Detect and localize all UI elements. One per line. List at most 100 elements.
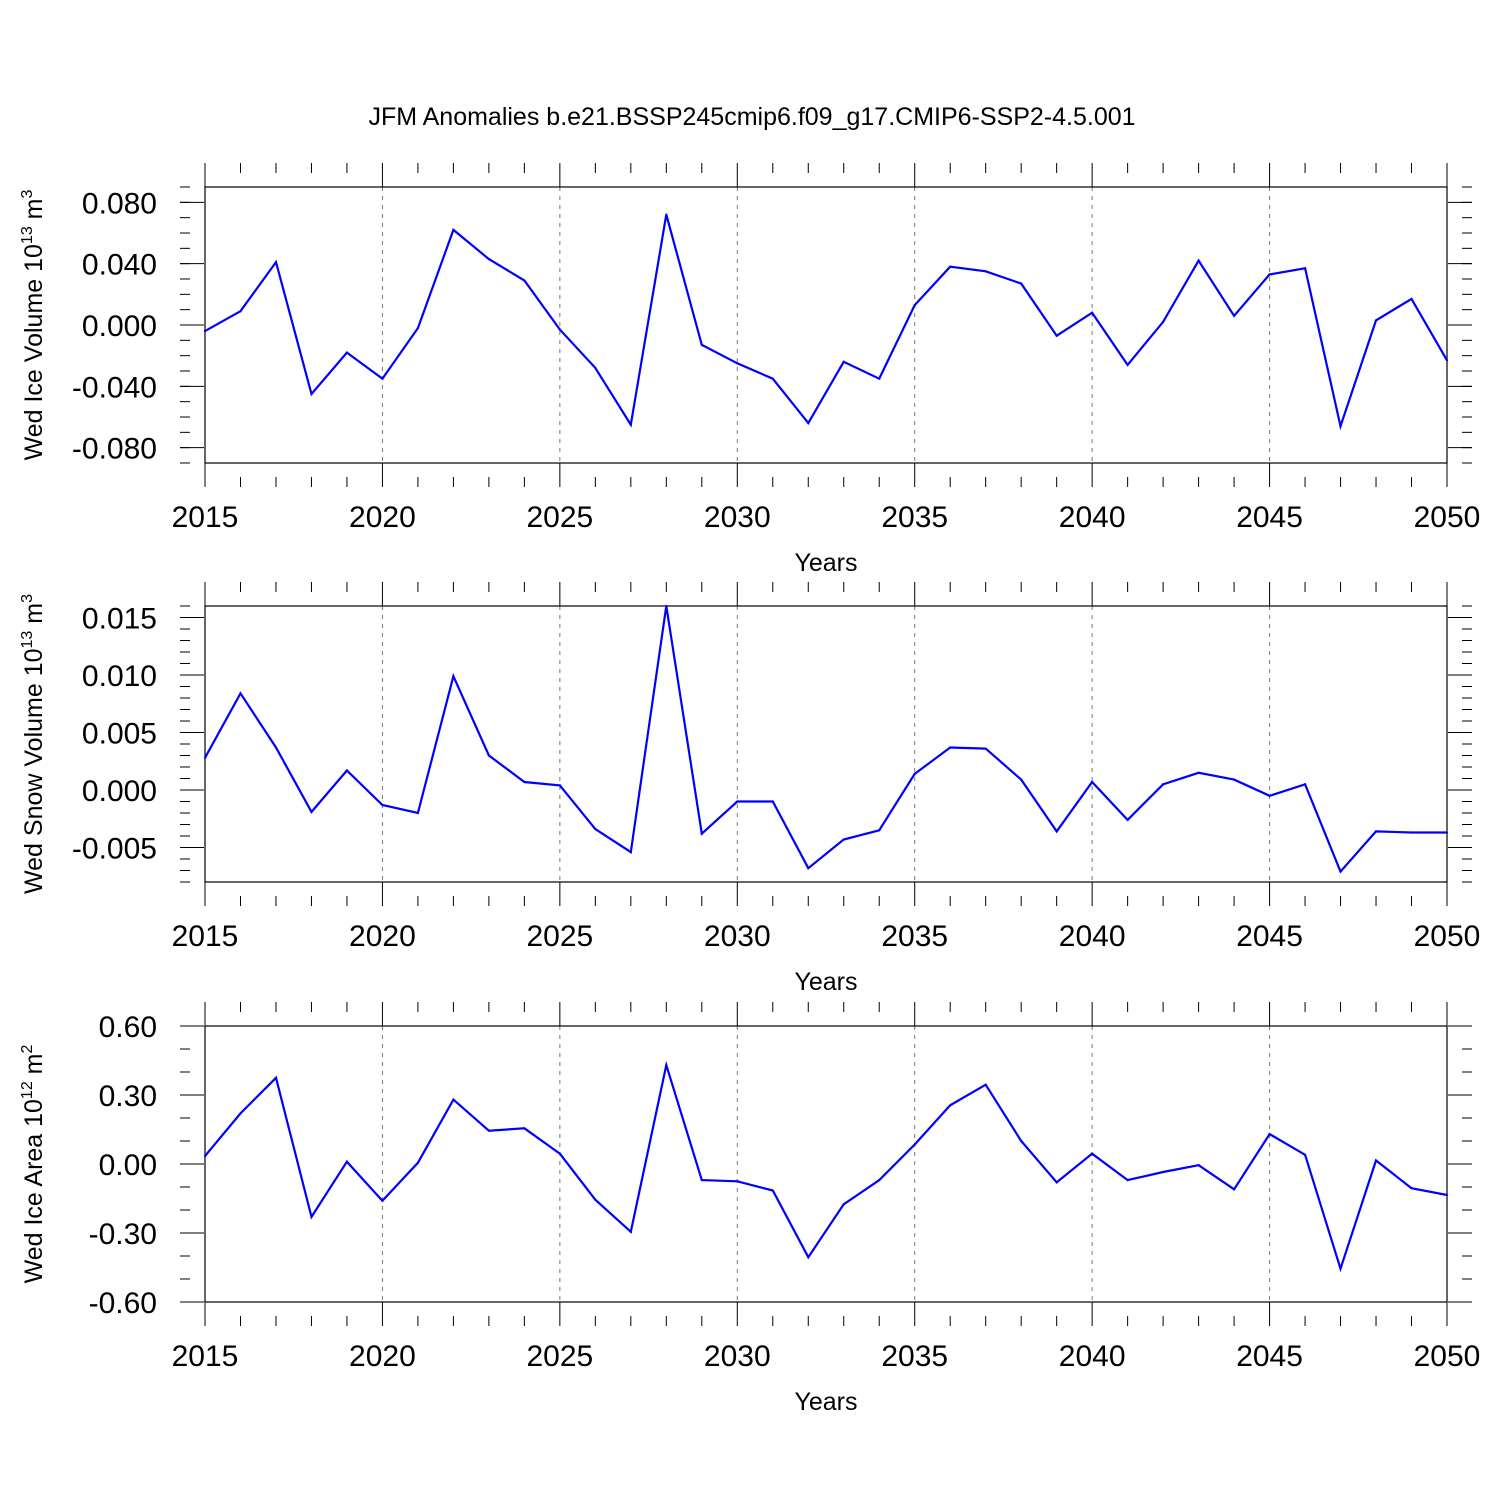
panel3-point-2018 [310, 1215, 313, 1218]
panel3-point-2024 [523, 1127, 526, 1130]
panel2-point-2028 [665, 604, 668, 608]
panel2-ytick-label: -0.005 [72, 833, 157, 866]
panel3-point-2050 [1445, 1193, 1449, 1197]
panel2-point-2043 [1197, 771, 1200, 774]
panel2-xtick-label: 2045 [1236, 920, 1303, 953]
panel3-point-2046 [1303, 1153, 1307, 1156]
panel1-point-2049 [1410, 297, 1413, 301]
panel1-series-line [204, 214, 1448, 431]
panel3-ytick-label: 0.60 [99, 1011, 157, 1044]
panel3-point-2020 [381, 1199, 384, 1202]
panel1-ylabel-exp1: 13 [19, 226, 36, 244]
panel3-xtick-label: 2025 [526, 1340, 593, 1373]
panel2-ylabel-exp1: 13 [19, 631, 36, 649]
panel1-point-2025 [558, 328, 561, 331]
panel2-point-2035 [913, 772, 916, 776]
panel1-point-2022 [452, 228, 455, 232]
panel2-series-line [204, 605, 1447, 874]
panel3-ylabel-exp2: 2 [19, 1044, 36, 1053]
panel3-point-2023 [487, 1129, 490, 1132]
panel2-ytick-label: 0.015 [82, 603, 157, 636]
panel2-point-2026 [594, 828, 597, 831]
panel1-ylabel-exp2: 3 [19, 189, 36, 198]
panel1-xtick-label: 2020 [349, 501, 416, 534]
panel3-point-2026 [594, 1198, 597, 1201]
panel3-point-2041 [1126, 1179, 1129, 1182]
panel3-point-2027 [629, 1230, 632, 1233]
panel1-ytick-label: -0.040 [72, 371, 157, 404]
panel1-xtick-label: 2030 [704, 501, 771, 534]
panel2-point-2044 [1232, 778, 1236, 781]
panel3-point-2040 [1091, 1152, 1094, 1155]
panel3-point-2034 [878, 1179, 881, 1182]
panel3-point-2048 [1374, 1159, 1378, 1162]
panel1-point-2023 [487, 257, 490, 261]
panel1-point-2032 [807, 422, 810, 425]
panel1-x-axis-title: Years [794, 549, 857, 577]
panel2-point-2016 [239, 692, 242, 695]
panel2-xtick-label: 2025 [526, 920, 593, 953]
panel3-point-2033 [842, 1203, 845, 1206]
panel2-point-2033 [842, 838, 845, 841]
panel1-point-2028 [665, 213, 668, 216]
panel1-point-2039 [1055, 334, 1058, 337]
panel1-point-2027 [629, 423, 632, 426]
panel3-point-2016 [239, 1112, 242, 1115]
panel3-ytick-label: -0.60 [89, 1287, 157, 1320]
panel3-xtick-label: 2015 [172, 1340, 239, 1373]
panel1-point-2044 [1232, 314, 1236, 317]
panel2-point-2047 [1339, 870, 1342, 873]
panel2-point-2027 [629, 851, 632, 854]
panel3-point-2019 [345, 1160, 349, 1163]
panel3-ylabel-exp1: 12 [19, 1081, 36, 1099]
panel2-ytick-label: 0.010 [82, 660, 157, 693]
panel3-point-2044 [1232, 1188, 1236, 1191]
panel1-ytick-label: -0.080 [72, 433, 157, 466]
panel1-ytick-label: 0.080 [82, 187, 157, 220]
panel3-ytick-label: 0.00 [99, 1149, 157, 1182]
panel3-point-2028 [665, 1064, 668, 1067]
panel1-point-2020 [381, 377, 384, 380]
panel3-ytick-label: 0.30 [99, 1080, 157, 1113]
panel1-point-2050 [1445, 359, 1449, 362]
panel3-point-2035 [913, 1143, 916, 1146]
panel2-ylabel-unit: m [20, 603, 48, 631]
panel1-xtick-label: 2040 [1059, 501, 1126, 534]
panel1-point-2026 [594, 366, 597, 370]
panel2-point-2034 [878, 829, 881, 832]
panel2-point-2048 [1374, 830, 1378, 833]
panel1-point-2042 [1162, 320, 1165, 324]
panel2-point-2030 [736, 800, 739, 803]
panel3-xtick-label: 2050 [1414, 1340, 1481, 1373]
panel2-xtick-label: 2015 [172, 920, 239, 953]
panel1-frame [204, 186, 1448, 464]
panel1-point-2036 [949, 265, 952, 268]
panel2-point-2031 [771, 800, 774, 803]
panels: 2015 2020 2025 2030 2035 2040 2045 2050 -0.080 -0… [19, 163, 1480, 1416]
panel3-point-2045 [1268, 1133, 1271, 1136]
panel1-point-2019 [345, 351, 349, 354]
panel3-xtick-label: 2035 [881, 1340, 948, 1373]
panel2-point-2037 [984, 747, 987, 750]
panel3-frame [204, 1025, 1448, 1303]
panel1-xtick-label: 2050 [1414, 501, 1481, 534]
panel1-point-2018 [310, 392, 313, 396]
panel1-point-2047 [1339, 425, 1342, 428]
panel2-ytick-label: 0.000 [82, 775, 157, 808]
panel2-point-2042 [1162, 783, 1165, 786]
panel2-point-2041 [1126, 818, 1129, 822]
panel3-point-2022 [452, 1098, 455, 1101]
panel2-frame [204, 605, 1448, 883]
panel3-series-line [204, 1060, 1448, 1273]
panel1-point-2043 [1197, 259, 1200, 262]
chart-panel1: 2015 2020 2025 2030 2035 2040 2045 2050 -0.080 -0… [19, 163, 1480, 577]
panel1-point-2017 [274, 261, 278, 264]
panel1-point-2021 [416, 326, 420, 330]
panel1-point-2040 [1091, 311, 1094, 314]
panel2-ylabel: Wed Snow Volume 10 [20, 648, 48, 894]
panel3-point-2047 [1339, 1267, 1342, 1270]
panel3-point-2037 [984, 1083, 987, 1086]
panel2-point-2015 [203, 756, 207, 759]
panel2-point-2020 [381, 803, 384, 807]
panel1-point-2033 [842, 360, 845, 363]
